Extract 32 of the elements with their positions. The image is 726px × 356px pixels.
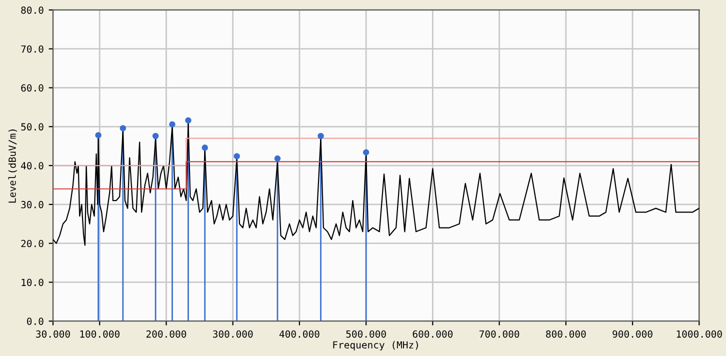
y-tick-label: 40.0 [21, 162, 44, 170]
y-tick-label: 30.0 [21, 200, 44, 208]
point [234, 153, 240, 160]
x-tick-label: 800.000 [546, 330, 586, 338]
y-tick-label: 50.0 [21, 123, 44, 131]
x-tick-label: 200.000 [146, 330, 186, 338]
point [95, 132, 102, 138]
y-tick-label: 20.0 [21, 240, 44, 248]
x-tick-label: 400.000 [279, 330, 320, 338]
y-tick-label: 60.0 [21, 84, 44, 92]
point [274, 155, 281, 162]
y-axis-title: Level(dBuV/m) [8, 130, 18, 203]
point [202, 144, 208, 151]
y-tick-label: 0.0 [27, 318, 44, 325]
x-tick-label: 500.000 [346, 330, 386, 338]
point [169, 121, 176, 128]
y-tick-label: 80.0 [21, 6, 44, 14]
point [185, 117, 192, 124]
x-tick-label: 1000.000 [676, 330, 722, 338]
x-tick-label: 900.000 [612, 330, 652, 338]
point [120, 125, 126, 132]
point [318, 132, 324, 140]
x-tick-label: 600.000 [412, 330, 453, 338]
x-tick-label: 300.000 [213, 330, 253, 338]
point [362, 149, 370, 156]
x-axis-title: Frequency (MHz) [333, 341, 418, 350]
x-tick-label: 700.000 [479, 330, 520, 338]
y-tick-label: 10.0 [22, 278, 44, 286]
point [152, 132, 159, 140]
x-tick-label: 100.000 [80, 330, 120, 338]
x-tick-label: 30.000 [36, 330, 70, 338]
y-tick-label: 70.0 [21, 45, 44, 53]
